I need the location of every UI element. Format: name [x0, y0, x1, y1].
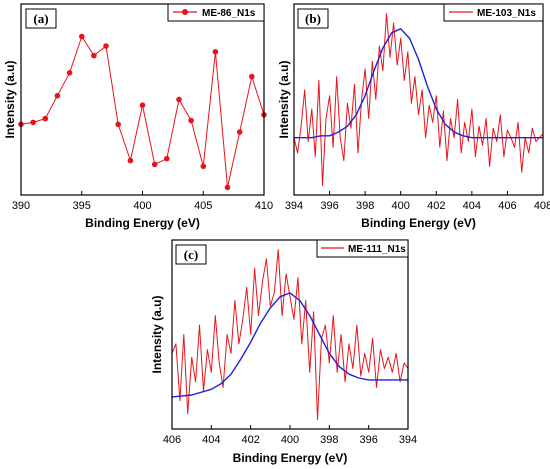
panel-label-box: (c): [175, 244, 207, 265]
panel-label: (a): [33, 11, 48, 26]
data-point: [224, 184, 231, 191]
y-axis-label: Intensity (a.u): [150, 295, 164, 373]
data-point: [188, 117, 194, 124]
data-series-line: [171, 249, 409, 421]
panel-label-box: (a): [25, 8, 57, 29]
data-point: [139, 102, 146, 108]
x-tick-label: 404: [463, 200, 481, 212]
panel-label-box: (b): [297, 8, 329, 29]
data-point: [249, 73, 255, 80]
x-tick-label: 404: [202, 434, 220, 446]
x-tick-label: 398: [356, 200, 374, 212]
legend-marker: [182, 9, 188, 15]
plot-frame: [293, 3, 544, 196]
data-point: [91, 52, 97, 59]
panel-label: (c): [184, 247, 198, 262]
x-tick-label: 408: [534, 200, 550, 212]
legend: ME-111_N1s: [316, 239, 409, 258]
chart-panel-a: 390 395 400 405 410 (a) ME-86_N1s Binding En…: [3, 3, 273, 230]
data-series-line: [293, 13, 544, 186]
legend-entry: ME-111_N1s: [348, 244, 406, 255]
data-point: [200, 163, 207, 170]
chart-panel-c: 406 404 402 400 398 396 394 (c) ME-111_N1s Bin…: [150, 239, 417, 465]
data-point: [127, 157, 134, 164]
plot-frame: [171, 239, 409, 430]
fit-curve-line: [294, 28, 543, 139]
data-point: [79, 33, 85, 40]
x-tick-label: 396: [320, 200, 338, 212]
data-point: [236, 129, 243, 135]
x-tick-label: 395: [73, 200, 91, 212]
x-tick-label: 396: [359, 434, 377, 446]
x-axis-label: Binding Energy (eV): [361, 216, 476, 230]
x-tick-label: 406: [163, 434, 181, 446]
x-tick-label: 402: [241, 434, 259, 446]
data-point: [54, 92, 61, 99]
x-tick-label: 390: [12, 200, 30, 212]
legend: ME-86_N1s: [167, 3, 265, 22]
data-point: [176, 96, 182, 103]
x-tick-label: 398: [320, 434, 338, 446]
x-tick-label: 394: [399, 434, 417, 446]
data-point: [151, 161, 158, 168]
chart-panel-b: 394 396 398 400 402 404 406 408 (b) ME-103_N1s …: [277, 3, 550, 230]
x-tick-label: 400: [281, 434, 299, 446]
y-axis-label: Intensity (a.u): [277, 60, 291, 138]
data-point: [115, 121, 121, 128]
fit-curve-line: [171, 292, 408, 398]
data-point: [103, 43, 109, 49]
x-tick-label: 394: [285, 200, 303, 212]
x-tick-label: 405: [194, 200, 212, 212]
data-point: [212, 49, 219, 55]
data-point: [30, 119, 36, 126]
data-point: [66, 70, 73, 76]
plot-frame: [20, 3, 265, 196]
data-series-line: [20, 36, 265, 188]
x-axis-label: Binding Energy (eV): [233, 451, 348, 465]
x-tick-label: 400: [133, 200, 151, 212]
y-axis-label: Intensity (a.u): [3, 60, 17, 138]
x-axis-label: Binding Energy (eV): [85, 216, 200, 230]
x-tick-label: 400: [392, 200, 410, 212]
panel-label: (b): [305, 11, 321, 26]
data-point: [164, 155, 170, 162]
legend-entry: ME-103_N1s: [477, 8, 536, 19]
x-tick-label: 406: [498, 200, 516, 212]
x-tick-label: 410: [255, 200, 273, 212]
x-tick-label: 402: [427, 200, 445, 212]
legend: ME-103_N1s: [443, 3, 544, 22]
data-point: [42, 115, 49, 122]
legend-entry: ME-86_N1s: [202, 8, 256, 19]
